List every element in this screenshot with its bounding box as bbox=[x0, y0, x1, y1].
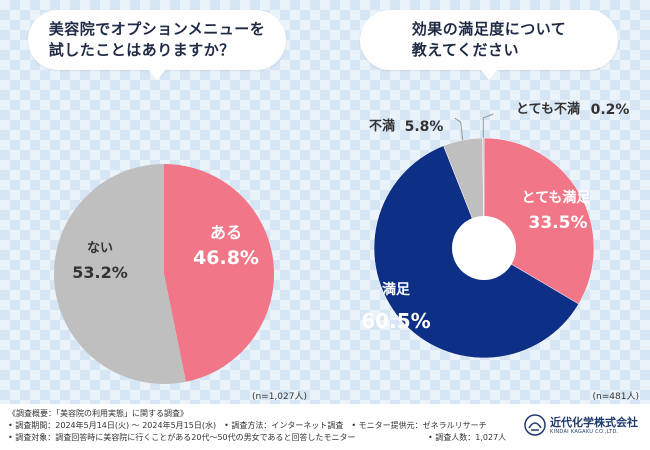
chart-panel-right: とても満足 33.5% 満足 60.5% 不満 5.8% とても不満 0.2% 効果の満足度に… bbox=[336, 8, 645, 402]
survey-footer: 《調査概要：「美容院の利用実態」に関する調査》 • 調査期間：2024年5月14… bbox=[0, 404, 650, 450]
slice-label-nai: ない bbox=[87, 241, 113, 256]
sample-size-left: (n=1,027人) bbox=[251, 392, 307, 402]
slice-value-very-satisfied: 33.5% bbox=[529, 213, 588, 233]
survey-target: • 調査対象：調査回答時に美容院に行くことがある20代～50代の男女であると回答… bbox=[8, 433, 356, 442]
slice-value-aru: 46.8% bbox=[193, 247, 259, 269]
callout-line-dissatisfied bbox=[454, 117, 464, 141]
slice-value-satisfied: 60.5% bbox=[361, 309, 430, 333]
sample-size-right: (n=481人) bbox=[592, 392, 639, 402]
company-logo-icon bbox=[524, 414, 546, 436]
company-logo: 近代化学株式会社 KINDAI KAGAKU CO.,LTD. bbox=[524, 412, 644, 442]
survey-count: • 調査人数：1,027人 bbox=[428, 433, 507, 442]
slice-value-nai: 53.2% bbox=[72, 263, 128, 282]
survey-summary-title: 《調査概要：「美容院の利用実態」に関する調査》 bbox=[8, 409, 188, 418]
chart-title-right: 効果の満足度について 教えてください bbox=[411, 20, 567, 59]
pie-chart-left: ある 46.8% ない 53.2% bbox=[53, 164, 274, 385]
pie-slice-0 bbox=[164, 164, 274, 382]
chart-panel-left: ある 46.8% ない 53.2% 美容院でオプションメニューを 試したことはあります… bbox=[4, 8, 313, 402]
donut-hole bbox=[452, 216, 516, 280]
company-name: 近代化学株式会社 bbox=[550, 416, 638, 429]
slice-label-aru: ある bbox=[210, 223, 242, 242]
question-bubble-right: 効果の満足度について 教えてください bbox=[360, 10, 618, 80]
slice-label-satisfied: 満足 bbox=[382, 281, 411, 298]
callout-line-very-dissatisfied bbox=[482, 113, 494, 139]
slice-value-dissatisfied: 5.8% bbox=[405, 119, 444, 135]
slice-label-very-dissatisfied: とても不満 bbox=[516, 101, 580, 117]
pie-slice-1 bbox=[53, 164, 186, 385]
company-name-en: KINDAI KAGAKU CO.,LTD. bbox=[550, 429, 619, 435]
slice-value-very-dissatisfied: 0.2% bbox=[591, 102, 630, 118]
chart-title-left: 美容院でオプションメニューを 試したことはありますか？ bbox=[48, 20, 266, 59]
slice-label-very-satisfied: とても満足 bbox=[522, 189, 592, 206]
question-bubble-left: 美容院でオプションメニューを 試したことはありますか？ bbox=[28, 10, 286, 80]
donut-chart-right: とても満足 33.5% 満足 60.5% 不満 5.8% とても不満 0.2% bbox=[361, 101, 630, 359]
survey-period-method: • 調査期間：2024年5月14日(火) ～ 2024年5月15日(水) • 調… bbox=[8, 421, 487, 430]
slice-label-dissatisfied: 不満 bbox=[369, 118, 395, 134]
